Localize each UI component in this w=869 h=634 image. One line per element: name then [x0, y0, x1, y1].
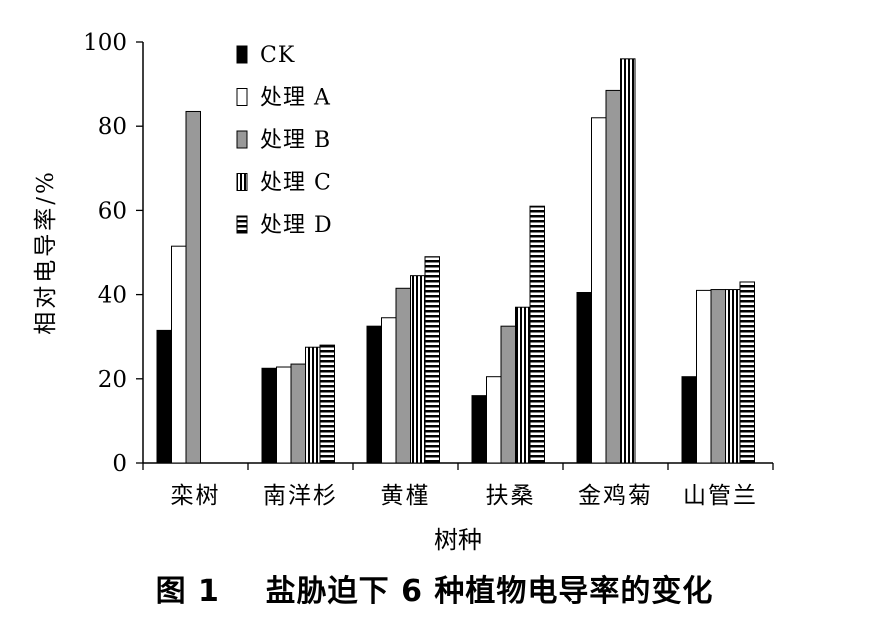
bar — [500, 325, 516, 464]
bar — [185, 110, 201, 464]
x-tick-label: 南洋杉 — [263, 483, 338, 509]
x-axis-label: 树种 — [434, 526, 482, 554]
legend-swatch — [236, 173, 248, 191]
y-tick-label: 20 — [98, 367, 127, 393]
bar — [305, 346, 321, 464]
bar — [515, 306, 531, 464]
y-tick-label: 0 — [112, 451, 127, 477]
bar — [424, 256, 440, 464]
bar — [605, 89, 621, 464]
bar — [381, 317, 397, 464]
x-tick-label: 黄槿 — [381, 483, 431, 509]
bar — [261, 367, 277, 464]
bar — [576, 291, 592, 464]
bar — [696, 289, 712, 464]
bar — [156, 329, 172, 464]
legend-swatch — [236, 130, 248, 149]
legend-swatch — [236, 88, 248, 106]
bar — [725, 289, 741, 464]
bar — [486, 376, 502, 464]
legend-label: 处理 B — [260, 128, 331, 153]
legend: CK 处理 A 处理 B 处理 C 处理 D — [236, 43, 333, 238]
bar — [366, 325, 382, 464]
legend-label: CK — [260, 43, 295, 68]
legend-swatch — [236, 45, 248, 64]
y-tick-label: 60 — [98, 198, 127, 224]
bar — [620, 58, 636, 464]
y-ticks: 0 20 40 60 80 100 — [83, 30, 143, 477]
figure-caption: 图 1 盐胁迫下 6 种植物电导率的变化 — [155, 574, 714, 609]
y-axis-label: 相对电导率/% — [33, 169, 59, 335]
bar — [681, 376, 697, 464]
legend-label: 处理 A — [260, 86, 331, 111]
x-tick-label: 栾树 — [171, 483, 221, 509]
bar — [276, 366, 292, 464]
legend-label: 处理 C — [260, 171, 332, 196]
bar — [395, 287, 411, 464]
y-tick-label: 80 — [98, 114, 127, 140]
legend-swatch — [236, 215, 248, 234]
bar — [529, 205, 545, 464]
bar — [319, 344, 335, 464]
bar — [591, 117, 607, 464]
bar — [410, 275, 426, 464]
bar — [171, 245, 187, 464]
bar — [290, 363, 306, 464]
bar — [739, 281, 755, 464]
x-tick-label: 金鸡菊 — [578, 483, 653, 509]
x-tick-label: 扶桑 — [486, 483, 536, 509]
y-tick-label: 40 — [98, 283, 127, 309]
bar — [471, 395, 487, 464]
bars — [156, 58, 755, 464]
bar — [710, 289, 726, 464]
x-ticks: 栾树 南洋杉 黄槿 扶桑 金鸡菊 山管兰 — [142, 463, 774, 509]
x-tick-label: 山管兰 — [683, 483, 758, 509]
y-tick-label: 100 — [83, 30, 127, 56]
legend-label: 处理 D — [260, 213, 333, 238]
